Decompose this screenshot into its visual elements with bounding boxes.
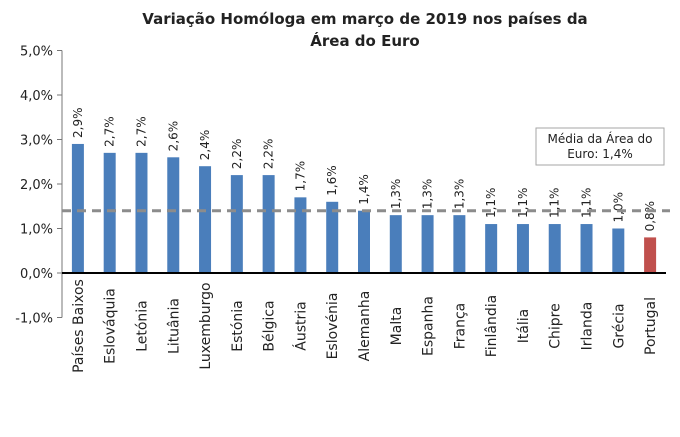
category-label: Países Baixos [71, 279, 87, 373]
data-label: 2,4% [198, 130, 212, 161]
category-label: Espanha [421, 296, 437, 356]
bar [230, 175, 243, 273]
data-label: 1,1% [548, 188, 562, 219]
bar [326, 201, 339, 273]
bar [548, 224, 561, 273]
data-label: 1,1% [516, 188, 530, 219]
data-label: 2,2% [262, 139, 276, 170]
y-tick-label: 2,0% [20, 178, 53, 193]
y-tick-label: 1,0% [20, 223, 53, 238]
category-label: Eslováquia [103, 288, 119, 364]
data-label: 1,3% [389, 179, 403, 210]
y-tick-label: 4,0% [20, 89, 53, 104]
data-label: 1,1% [580, 188, 594, 219]
data-label: 2,7% [134, 116, 148, 147]
bar [421, 215, 434, 273]
y-tick-label: 5,0% [20, 45, 53, 60]
bar [358, 210, 370, 273]
bar [389, 215, 402, 273]
y-tick-label: 0,0% [20, 267, 53, 282]
bar [644, 237, 657, 273]
bar [485, 224, 498, 273]
bar [103, 152, 116, 273]
category-label: Áustria [292, 301, 309, 350]
category-label: Grécia [611, 303, 627, 348]
average-annotation-text: Média da Área do [547, 131, 652, 146]
category-label: Eslovénia [325, 293, 341, 360]
plot-area: -1,0% 0,0% 1,0% 2,0% 3,0% 4,0% 5,0% 2,9% Países … [15, 45, 670, 373]
data-label: 1,6% [325, 165, 339, 196]
category-label: Chipre [548, 303, 564, 349]
category-label: Alemanha [357, 291, 373, 362]
bar [199, 166, 212, 273]
data-label: 1,4% [357, 174, 371, 205]
data-label: 1,0% [611, 192, 625, 223]
category-label: Estónia [230, 300, 246, 352]
chart-title-line-2: Área do Euro [310, 31, 419, 50]
category-label: Bélgica [262, 300, 278, 351]
category-label: Finlândia [484, 295, 500, 358]
data-label: 2,2% [230, 139, 244, 170]
data-label: 2,6% [166, 121, 180, 152]
bar [135, 152, 148, 273]
bar [294, 197, 307, 273]
y-tick-label: -1,0% [15, 312, 53, 327]
category-label: Lituânia [166, 298, 182, 354]
data-label: 2,9% [71, 107, 85, 138]
data-label: 1,1% [484, 188, 498, 219]
bar [262, 175, 275, 273]
y-tick-label: 3,0% [20, 134, 53, 149]
bar [453, 215, 466, 273]
bar [167, 157, 180, 273]
category-label: Portugal [643, 297, 659, 355]
data-label: 1,3% [421, 179, 435, 210]
data-label: 2,7% [103, 116, 117, 146]
category-label: França [452, 303, 468, 350]
bar [580, 224, 593, 273]
category-label: Irlanda [580, 302, 596, 351]
category-label: Luxemburgo [198, 282, 214, 369]
average-annotation-text: Euro: 1,4% [567, 147, 633, 161]
bar [516, 224, 529, 273]
data-label: 1,7% [293, 161, 307, 192]
bar [71, 143, 84, 273]
data-label: 1,3% [452, 179, 466, 210]
category-label: Letónia [134, 300, 150, 352]
category-label: Itália [516, 309, 532, 344]
data-label: 0,8% [643, 201, 657, 232]
chart-title-line-1: Variação Homóloga em março de 2019 nos p… [142, 10, 587, 28]
average-annotation-box [535, 127, 665, 166]
category-label: Malta [389, 307, 405, 346]
bar [612, 228, 625, 273]
